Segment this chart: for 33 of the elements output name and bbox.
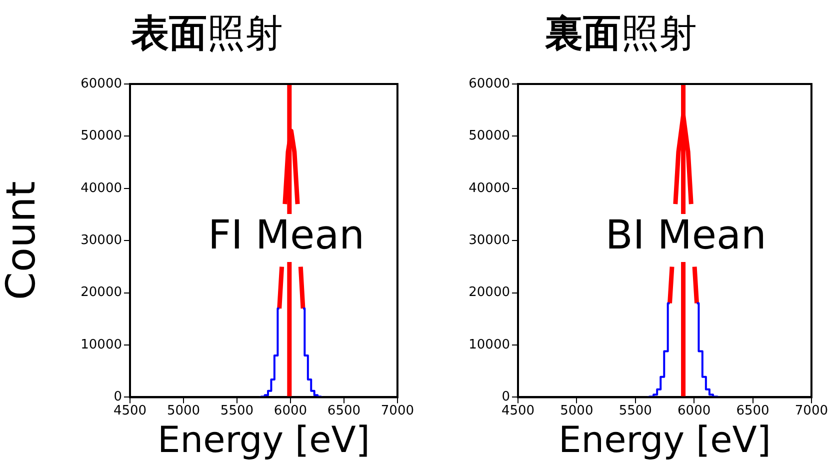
x-tick-label: 6500 [327,403,361,418]
y-tick-label: 0 [114,390,122,405]
x-tick-label: 5000 [166,403,200,418]
x-tick-label: 6000 [678,403,711,418]
annotation: FI Mean [208,212,364,258]
x-axis-title: Energy [eV] [558,420,771,461]
y-tick-label: 60000 [80,76,122,92]
x-tick-label: 5500 [618,403,652,418]
y-tick-label: 50000 [468,128,510,144]
x-tick-label: 4500 [501,403,535,418]
y-tick-label: 60000 [468,76,510,92]
annotation: BI Mean [605,212,766,258]
y-tick-label: 20000 [468,285,510,300]
y-tick-label: 50000 [80,128,122,144]
x-tick-label: 5000 [560,403,594,418]
x-tick-label: 7000 [794,403,828,418]
y-tick-label: 0 [502,390,510,405]
y-tick-label: 40000 [80,180,122,196]
y-tick-label: 40000 [468,180,510,196]
x-tick-label: 6000 [274,403,308,418]
x-tick-label: 4500 [113,403,147,418]
x-tick-label: 7000 [380,403,414,418]
x-tick-label: 6500 [736,403,770,418]
chart-title: 裏面照射 [544,10,698,57]
y-tick-label: 30000 [468,232,510,248]
y-tick-label: 10000 [80,337,122,352]
y-axis-title: Count [0,181,44,300]
x-tick-label: 5500 [220,403,254,418]
y-tick-label: 30000 [80,232,122,248]
x-axis-title: Energy [eV] [158,420,370,461]
y-tick-label: 20000 [80,285,122,300]
chart-title: 表面照射 [130,10,284,57]
y-tick-label: 10000 [468,337,510,352]
